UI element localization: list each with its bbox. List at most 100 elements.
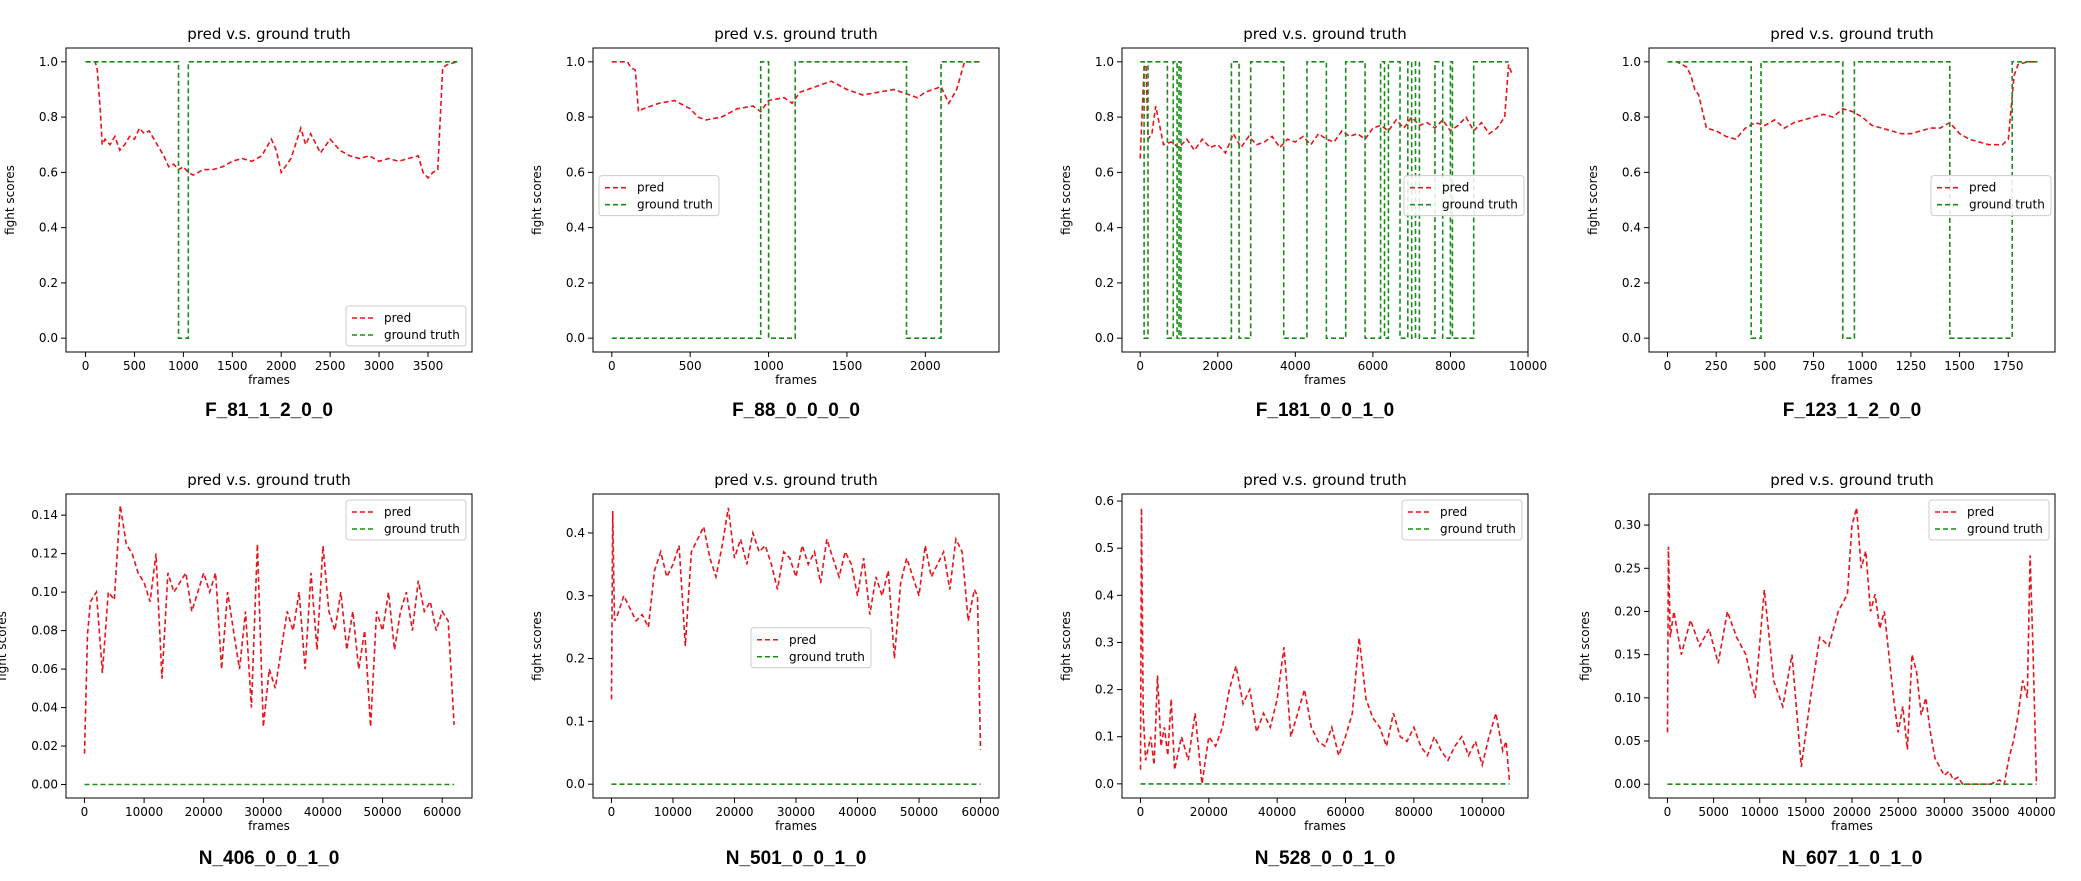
- y-tick-label: 1.0: [566, 55, 585, 69]
- x-tick-label: 10000: [125, 805, 163, 819]
- legend: pred ground truth: [750, 627, 872, 669]
- legend-label: ground truth: [384, 328, 460, 342]
- panel-caption: F_88_0_0_0_0: [732, 400, 860, 421]
- series-line-pred: [1139, 62, 1514, 159]
- legend-label: ground truth: [637, 198, 713, 212]
- x-tick-label: 20000: [1833, 805, 1871, 819]
- y-tick-label: 0.8: [566, 110, 585, 124]
- legend-box: [1928, 499, 2050, 541]
- y-tick-label: 0.2: [566, 652, 585, 666]
- x-tick-label: 5000: [1698, 805, 1729, 819]
- y-axis-label: fight scores: [530, 165, 544, 235]
- x-tick-label: 750: [1802, 359, 1825, 373]
- x-tick-label: 500: [1753, 359, 1776, 373]
- y-tick-label: 0.8: [39, 110, 58, 124]
- x-axis-label: frames: [1304, 373, 1346, 387]
- x-tick-label: 4000: [1280, 359, 1311, 373]
- legend-label: pred: [384, 505, 411, 519]
- chart-title: pred v.s. ground truth: [1770, 25, 1934, 43]
- x-tick-label: 20000: [185, 805, 223, 819]
- x-tick-label: 6000: [1358, 359, 1389, 373]
- y-tick-label: 0.0: [1622, 331, 1641, 345]
- y-tick-label: 0.08: [31, 624, 58, 638]
- y-axis-label: fight scores: [3, 165, 17, 235]
- legend-box: [345, 305, 467, 347]
- x-tick-label: 0: [608, 359, 616, 373]
- y-tick-label: 0.30: [1614, 518, 1641, 532]
- y-tick-label: 0.6: [39, 165, 58, 179]
- y-axis-label: fight scores: [0, 611, 9, 681]
- legend-label: pred: [1442, 181, 1469, 195]
- y-tick-label: 0.00: [1614, 777, 1641, 791]
- panel-caption: F_81_1_2_0_0: [205, 400, 333, 421]
- chart-panel-6: pred v.s. ground truth 0 10000 20000 30000 40…: [530, 471, 1000, 833]
- x-tick-label: 2000: [910, 359, 941, 373]
- x-tick-label: 0: [1136, 359, 1144, 373]
- legend: pred ground truth: [1401, 499, 1523, 541]
- legend-label: pred: [1440, 505, 1467, 519]
- legend: pred ground truth: [598, 175, 720, 217]
- legend: pred ground truth: [345, 499, 467, 541]
- x-tick-label: 1000: [168, 359, 199, 373]
- series-line-pred: [1139, 508, 1511, 785]
- y-tick-label: 0.8: [1622, 110, 1641, 124]
- x-tick-label: 0: [1664, 805, 1672, 819]
- x-tick-label: 60000: [423, 805, 461, 819]
- x-tick-label: 1000: [1847, 359, 1878, 373]
- x-tick-label: 2500: [315, 359, 346, 373]
- x-tick-label: 2000: [266, 359, 297, 373]
- y-tick-label: 0.20: [1614, 604, 1641, 618]
- axes-frame: [65, 493, 473, 799]
- x-axis-label: frames: [1304, 819, 1346, 833]
- x-tick-label: 1750: [1993, 359, 2024, 373]
- series-line-ground-truth: [85, 60, 458, 340]
- y-tick-label: 0.2: [39, 276, 58, 290]
- x-tick-label: 500: [679, 359, 702, 373]
- y-tick-label: 0.5: [1095, 541, 1114, 555]
- legend: pred ground truth: [1930, 175, 2052, 217]
- y-tick-label: 0.4: [1095, 221, 1114, 235]
- y-tick-label: 1.0: [1095, 55, 1114, 69]
- x-tick-label: 3000: [364, 359, 395, 373]
- x-tick-label: 0: [1664, 359, 1672, 373]
- legend-box: [598, 175, 720, 217]
- chart-title: pred v.s. ground truth: [1243, 25, 1407, 43]
- y-tick-label: 0.02: [31, 739, 58, 753]
- x-tick-label: 8000: [1435, 359, 1466, 373]
- chart-title: pred v.s. ground truth: [187, 25, 351, 43]
- x-tick-label: 1500: [217, 359, 248, 373]
- legend-label: pred: [384, 311, 411, 325]
- y-tick-label: 0.05: [1614, 734, 1641, 748]
- y-tick-label: 0.2: [1622, 276, 1641, 290]
- series-line-ground-truth: [1667, 60, 2038, 340]
- legend-label: ground truth: [384, 522, 460, 536]
- y-axis-label: fight scores: [1578, 611, 1592, 681]
- y-tick-label: 0.6: [1095, 165, 1114, 179]
- panel-caption: N_528_0_0_1_0: [1254, 848, 1396, 869]
- legend-label: ground truth: [1967, 522, 2043, 536]
- x-axis-label: frames: [1831, 373, 1873, 387]
- chart-title: pred v.s. ground truth: [1770, 471, 1934, 489]
- y-tick-label: 0.4: [1095, 588, 1114, 602]
- y-tick-label: 0.8: [1095, 110, 1114, 124]
- y-tick-label: 0.00: [31, 778, 58, 792]
- chart-panel-2: pred v.s. ground truth 0 500 1000 1500 2000 0.…: [530, 25, 1000, 387]
- y-tick-label: 0.4: [39, 221, 58, 235]
- x-tick-label: 25000: [1879, 805, 1917, 819]
- chart-title: pred v.s. ground truth: [1243, 471, 1407, 489]
- y-tick-label: 0.2: [1095, 276, 1114, 290]
- chart-panel-4: pred v.s. ground truth 0 250 500 750 1000 1250…: [1586, 25, 2056, 387]
- y-axis-label: fight scores: [1586, 165, 1600, 235]
- y-tick-label: 0.6: [1622, 165, 1641, 179]
- y-tick-label: 0.0: [566, 331, 585, 345]
- legend-box: [1401, 499, 1523, 541]
- legend-label: pred: [1969, 181, 1996, 195]
- series-line-pred: [1667, 60, 2038, 146]
- x-tick-label: 0: [81, 805, 89, 819]
- y-tick-label: 0.10: [31, 585, 58, 599]
- x-tick-label: 20000: [1190, 805, 1228, 819]
- x-tick-label: 10000: [1509, 359, 1547, 373]
- x-tick-label: 250: [1705, 359, 1728, 373]
- x-tick-label: 40000: [838, 805, 876, 819]
